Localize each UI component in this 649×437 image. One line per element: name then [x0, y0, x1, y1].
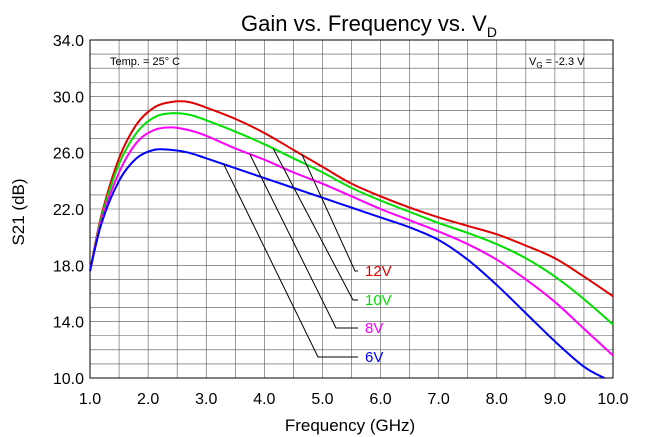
- y-tick-label: 22.0: [53, 202, 84, 219]
- leader-line-12v: [301, 154, 358, 272]
- series-label-12v: 12V: [365, 263, 392, 280]
- leader-line-10v: [272, 148, 358, 301]
- y-tick-label: 30.0: [53, 89, 84, 106]
- tick-labels: 1.0 2.0 3.0 4.0 5.0 6.0 7.0 8.0 9.0 10.0 10.0 14.0 1…: [53, 33, 629, 408]
- x-tick-label: 4.0: [253, 391, 275, 408]
- x-tick-label: 3.0: [195, 391, 217, 408]
- y-tick-label: 18.0: [53, 258, 84, 275]
- x-axis-label: Frequency (GHz): [285, 416, 415, 435]
- vg-note: VG = -2.3 V: [529, 56, 585, 70]
- y-tick-label: 26.0: [53, 146, 84, 163]
- y-tick-label: 14.0: [53, 315, 84, 332]
- y-tick-label: 34.0: [53, 33, 84, 50]
- temperature-note: Temp. = 25° C: [110, 56, 180, 68]
- y-tick-label: 10.0: [53, 371, 84, 388]
- series-label-8v: 8V: [365, 320, 383, 337]
- x-tick-label: 2.0: [137, 391, 159, 408]
- x-tick-label: 10.0: [597, 391, 628, 408]
- series-line-8v: [89, 126, 614, 357]
- series-line-12v: [89, 100, 614, 298]
- x-tick-label: 6.0: [369, 391, 391, 408]
- leader-line-8v: [249, 153, 358, 329]
- x-tick-label: 7.0: [428, 391, 450, 408]
- series-lines: [89, 100, 614, 379]
- x-tick-label: 1.0: [79, 391, 101, 408]
- leader-line-6v: [223, 163, 358, 358]
- gridlines: [90, 40, 613, 378]
- plot-frame: [89, 39, 614, 379]
- series-labels: 12V 10V 8V 6V: [365, 263, 392, 366]
- series-line-6v: [89, 148, 605, 379]
- chart-title: Gain vs. Frequency vs. VD: [241, 11, 497, 40]
- series-label-10v: 10V: [365, 292, 392, 309]
- series-line-10v: [89, 112, 614, 326]
- series-label-6v: 6V: [365, 349, 383, 366]
- x-tick-label: 5.0: [311, 391, 333, 408]
- y-axis-label: S21 (dB): [9, 178, 28, 245]
- x-tick-label: 9.0: [544, 391, 566, 408]
- x-tick-label: 8.0: [486, 391, 508, 408]
- label-leader-lines: [223, 148, 358, 358]
